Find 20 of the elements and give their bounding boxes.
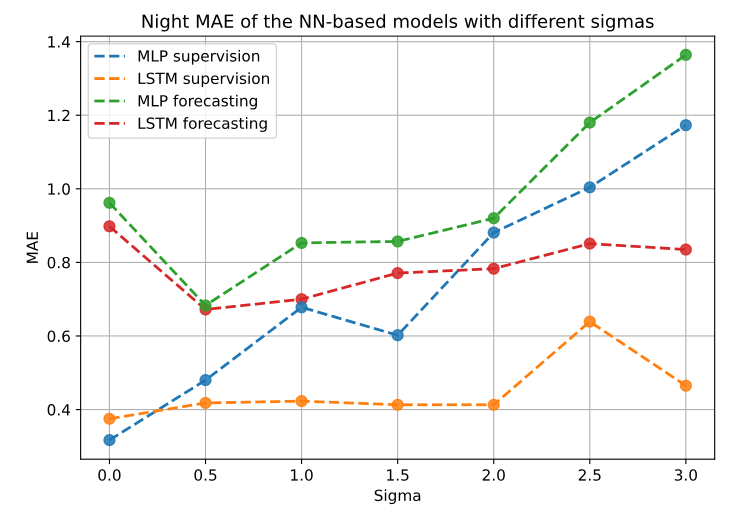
- legend-label: LSTM supervision: [138, 72, 269, 88]
- y-tick-label: 1.4: [48, 36, 70, 48]
- legend-label: LSTM forecasting: [138, 117, 267, 132]
- y-tick-label: 0.6: [48, 330, 70, 342]
- y-tick-label: 1.0: [48, 183, 70, 195]
- y-tick-label: 0.4: [48, 404, 70, 416]
- y-tick-label: 1.2: [48, 110, 70, 122]
- x-tick-label: 2.0: [482, 469, 505, 481]
- y-tick-label: 0.8: [48, 256, 70, 268]
- y-axis-title: MAE: [26, 232, 38, 263]
- x-tick-label: 2.5: [578, 469, 601, 481]
- legend-label: MLP supervision: [138, 50, 260, 65]
- chart-title: Night MAE of the NN-based models with different sigmas: [142, 14, 654, 32]
- x-tick-label: 3.0: [674, 469, 697, 481]
- legend-label: MLP forecasting: [138, 94, 257, 110]
- x-tick-label: 1.5: [387, 469, 408, 481]
- x-tick-label: 0.5: [194, 469, 216, 481]
- x-tick-label: 0.0: [98, 469, 121, 481]
- x-tick-label: 1.0: [291, 469, 313, 481]
- x-axis-title: Sigma: [374, 489, 420, 504]
